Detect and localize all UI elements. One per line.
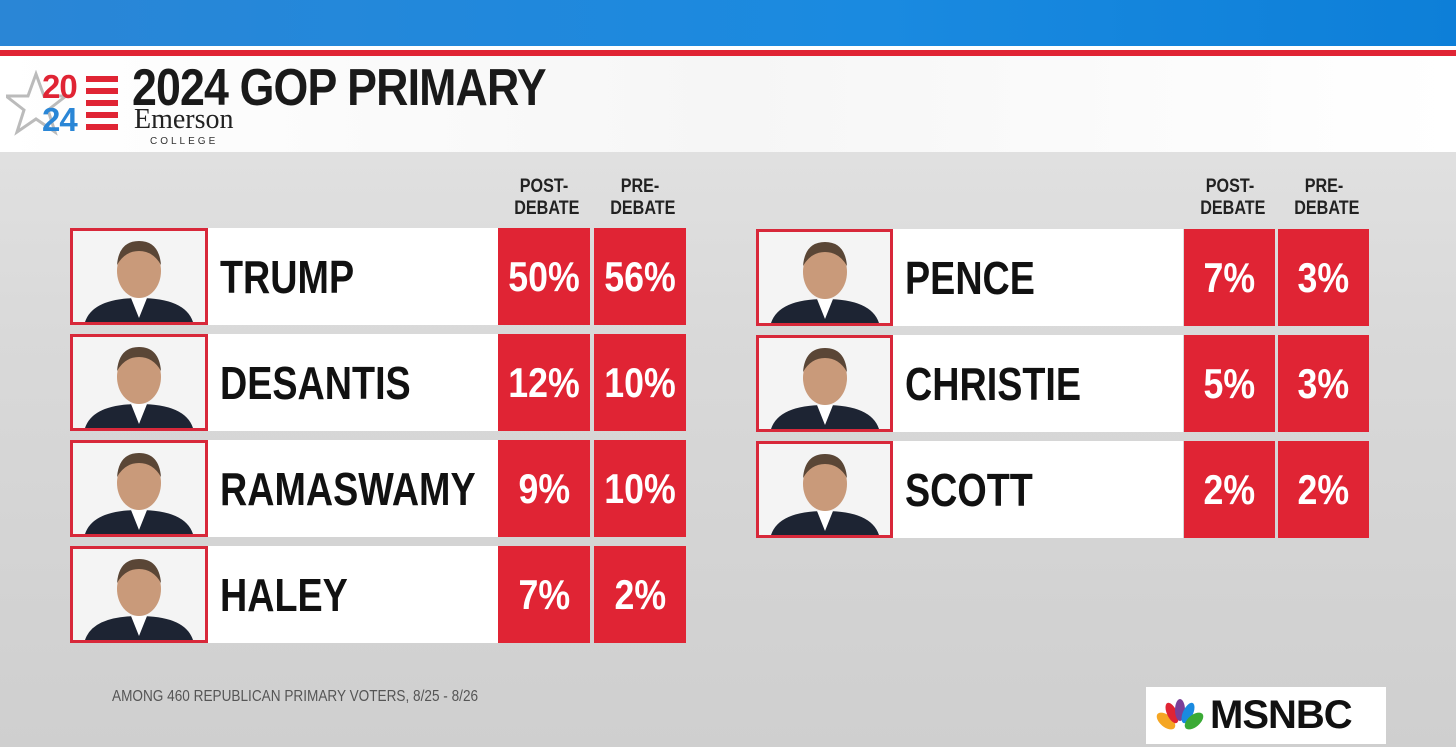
portrait [759,444,890,535]
column-header: PRE-DEBATE [1293,176,1359,219]
candidate-name: CHRISTIE [905,357,1082,410]
percent-box: 12% [498,334,590,431]
percent-box: 10% [594,440,686,537]
logo-name: Emerson [134,104,234,135]
portrait [759,232,890,323]
name-box: TRUMP [208,228,498,325]
pre-debate-value: 3% [1297,359,1350,407]
percent-box: 7% [1184,229,1275,326]
column-header: POST-DEBATE [1199,176,1265,219]
pre-debate-value: 10% [604,464,676,512]
logo-year-top: 20 [42,68,78,105]
candidate-photo [70,228,208,325]
peacock [1156,699,1204,730]
percent-box: 7% [498,546,590,643]
percent-box: 5% [1184,335,1275,432]
candidate-name: TRUMP [220,250,355,303]
portrait [73,337,205,428]
name-box: PENCE [893,229,1183,326]
pre-debate-value: 3% [1297,253,1350,301]
portrait [759,338,890,429]
percent-box: 2% [594,546,686,643]
post-debate-value: 7% [1203,253,1256,301]
portrait [73,231,205,322]
logo-year-bottom: 24 [42,101,78,138]
logo-graphic [6,70,118,136]
network-logo: MSNBC [1146,687,1386,744]
post-debate-value: 7% [518,570,570,618]
column-header: PRE-DEBATE [610,176,676,219]
pre-debate-value: 56% [604,252,676,300]
top-bar [0,0,1456,46]
header-band [0,56,1456,152]
candidate-name: HALEY [220,568,348,621]
portrait [73,443,205,534]
network-name: MSNBC [1210,693,1353,737]
portrait [73,549,205,640]
post-debate-value: 50% [508,252,580,300]
pre-debate-value: 2% [614,570,666,618]
post-debate-value: 9% [518,464,570,512]
candidate-photo [756,441,893,538]
percent-box: 10% [594,334,686,431]
percent-box: 2% [1278,441,1369,538]
name-box: CHRISTIE [893,335,1183,432]
candidate-photo [756,229,893,326]
percent-box: 2% [1184,441,1275,538]
red-stripe [0,46,1456,57]
candidate-name: SCOTT [905,463,1033,516]
name-box: SCOTT [893,441,1183,538]
name-box: RAMASWAMY [208,440,498,537]
column-header: POST-DEBATE [514,176,580,219]
candidate-name: RAMASWAMY [220,462,476,515]
percent-box: 50% [498,228,590,325]
post-debate-value: 12% [508,358,580,406]
title: 2024 GOP PRIMARY [132,59,547,117]
post-debate-value: 2% [1203,465,1256,513]
post-debate-value: 5% [1203,359,1256,407]
percent-box: 56% [594,228,686,325]
candidate-name: DESANTIS [220,356,411,409]
percent-box: 9% [498,440,590,537]
candidate-photo [70,334,208,431]
logo-sub: COLLEGE [150,136,219,147]
pre-debate-value: 10% [604,358,676,406]
footnote: AMONG 460 REPUBLICAN PRIMARY VOTERS, 8/2… [112,688,479,705]
candidate-name: PENCE [905,251,1035,304]
pre-debate-value: 2% [1297,465,1350,513]
name-box: HALEY [208,546,498,643]
candidate-photo [70,440,208,537]
name-box: DESANTIS [208,334,498,431]
percent-box: 3% [1278,335,1369,432]
candidate-photo [70,546,208,643]
candidate-photo [756,335,893,432]
percent-box: 3% [1278,229,1369,326]
